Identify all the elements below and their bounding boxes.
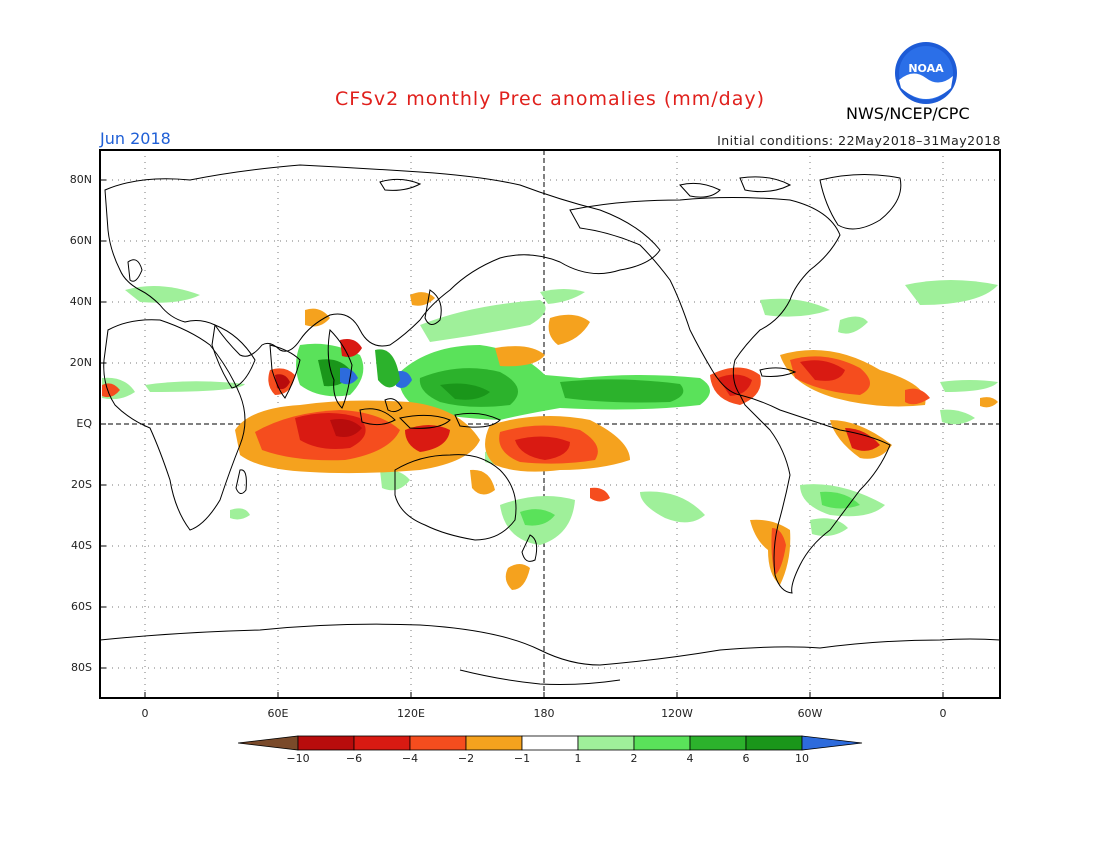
map-title: CFSv2 monthly Prec anomalies (mm/day) bbox=[334, 88, 766, 110]
colorbar-tick-label: −10 bbox=[286, 752, 310, 765]
lon-label-180: 180 bbox=[533, 707, 555, 720]
colorbar-tick-label: 10 bbox=[795, 752, 809, 765]
lon-label-0-east: 0 bbox=[939, 707, 947, 720]
lat-label-60n: 60N bbox=[69, 234, 92, 247]
lat-label-20n: 20N bbox=[69, 356, 92, 369]
colorbar-segment-max bbox=[801, 735, 863, 751]
colorbar-segment bbox=[353, 735, 411, 751]
initial-conditions-label: Initial conditions: 22May2018–31May2018 bbox=[717, 133, 1001, 148]
lat-label-80n: 80N bbox=[69, 173, 92, 186]
colorbar-segment bbox=[689, 735, 747, 751]
noaa-logo: NOAA bbox=[895, 42, 957, 104]
logo-text: NOAA bbox=[908, 62, 944, 75]
gridlines bbox=[100, 150, 1000, 698]
lon-label-120e: 120E bbox=[397, 707, 425, 720]
colorbar-tick-label: −6 bbox=[345, 752, 363, 765]
agency-label: NWS/NCEP/CPC bbox=[846, 104, 970, 123]
lat-label-20s: 20S bbox=[71, 478, 92, 491]
lon-label-60w: 60W bbox=[797, 707, 823, 720]
lat-label-40s: 40S bbox=[71, 539, 92, 552]
colorbar-segment bbox=[521, 735, 579, 751]
month-label: Jun 2018 bbox=[100, 129, 171, 148]
colorbar-segment bbox=[297, 735, 355, 751]
lat-label-60s: 60S bbox=[71, 600, 92, 613]
coastlines bbox=[100, 164, 1000, 685]
lon-label-120w: 120W bbox=[661, 707, 693, 720]
dry-anomalies bbox=[102, 292, 998, 590]
lon-label-60e: 60E bbox=[267, 707, 289, 720]
colorbar-segment bbox=[577, 735, 635, 751]
colorbar bbox=[238, 735, 863, 751]
colorbar-tick-label: 1 bbox=[574, 752, 582, 765]
colorbar-segment bbox=[409, 735, 467, 751]
colorbar-tick-label: −4 bbox=[401, 752, 419, 765]
colorbar-segment bbox=[465, 735, 523, 751]
lon-label-0-west: 0 bbox=[141, 707, 149, 720]
lat-label-80s: 80S bbox=[71, 661, 92, 674]
colorbar-tick-label: 4 bbox=[686, 752, 694, 765]
colorbar-tick-label: 6 bbox=[742, 752, 750, 765]
wet-anomalies bbox=[102, 280, 998, 545]
colorbar-tick-label: −2 bbox=[457, 752, 475, 765]
lat-label-eq: EQ bbox=[76, 417, 92, 430]
colorbar-segment bbox=[633, 735, 691, 751]
colorbar-tick-label: −1 bbox=[513, 752, 531, 765]
colorbar-segment bbox=[745, 735, 803, 751]
lat-label-40n: 40N bbox=[69, 295, 92, 308]
colorbar-tick-label: 2 bbox=[630, 752, 638, 765]
colorbar-segment-min bbox=[238, 735, 299, 751]
